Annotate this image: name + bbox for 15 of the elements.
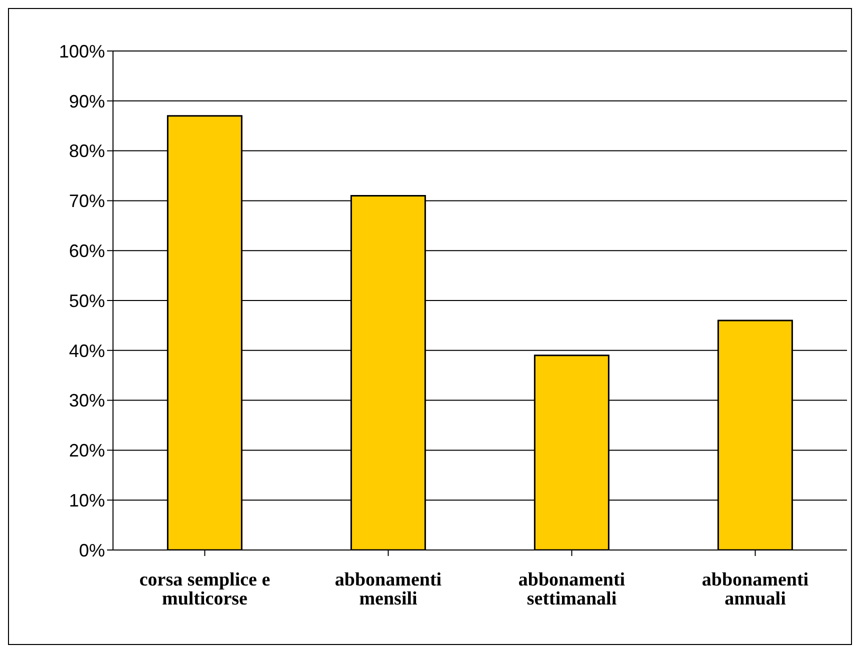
y-tick-label: 10% [68, 490, 105, 510]
y-tick-label: 90% [68, 91, 105, 112]
x-tick-label: abbonamenti settimanali [518, 569, 626, 610]
y-tick-label: 0% [78, 540, 105, 560]
x-tick-label: corsa semplice e multicorse [139, 569, 270, 610]
y-tick-label: 50% [68, 290, 105, 311]
y-tick-label: 70% [68, 191, 105, 212]
y-tick-label: 100% [58, 41, 105, 62]
y-tick-label: 20% [68, 440, 105, 461]
y-tick-label: 80% [68, 141, 105, 162]
y-tick-label: 30% [68, 390, 105, 411]
x-tick-label: abbonamenti mensili [334, 569, 442, 610]
y-tick-label: 40% [68, 340, 105, 361]
x-tick-label: abbonamenti annuali [702, 569, 809, 610]
y-tick-label: 60% [68, 240, 105, 261]
